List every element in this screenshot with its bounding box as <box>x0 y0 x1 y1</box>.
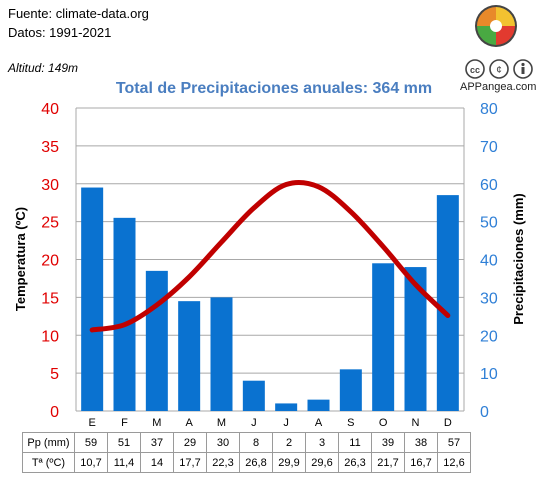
right-tick-label: 80 <box>480 101 498 118</box>
left-tick-label: 5 <box>50 366 59 383</box>
table-cell: 30 <box>206 432 240 453</box>
climate-chart: 0 5 10 15 20 25 30 35 40 0 10 20 30 40 50 60 70 80 E F M A M… <box>13 101 526 429</box>
left-axis-ticks: 0 5 10 15 20 25 30 35 40 <box>41 101 59 421</box>
table-cell: 29,9 <box>272 452 306 473</box>
bar <box>242 380 265 411</box>
bar <box>307 399 330 411</box>
left-tick-label: 30 <box>41 177 59 194</box>
x-tick-label: D <box>444 417 452 429</box>
table-cell: 2 <box>272 432 306 453</box>
x-tick-label: A <box>315 417 323 429</box>
chart-title: Total de Precipitaciones anuales: 364 mm <box>115 80 433 97</box>
table-cell: 21,7 <box>371 452 405 473</box>
table-cell: 3 <box>305 432 339 453</box>
site-label: APPangea.com <box>460 81 537 93</box>
table-cell: 16,7 <box>404 452 438 473</box>
left-tick-label: 20 <box>41 253 59 270</box>
x-tick-label: O <box>379 417 388 429</box>
table-row-precipitation: Pp (mm) 59 51 37 29 30 8 2 3 11 39 38 57 <box>22 432 471 453</box>
table-cell: 39 <box>371 432 405 453</box>
table-cell: 51 <box>107 432 141 453</box>
table-cell: 59 <box>74 432 108 453</box>
bar <box>436 195 459 411</box>
bar <box>339 369 362 411</box>
table-row-header: Pp (mm) <box>22 432 75 453</box>
right-tick-label: 70 <box>480 139 498 156</box>
right-tick-label: 10 <box>480 366 498 383</box>
bar <box>372 263 395 411</box>
appangea-logo-icon <box>475 5 517 47</box>
right-tick-label: 60 <box>480 177 498 194</box>
x-tick-label: E <box>88 417 95 429</box>
data-table: Pp (mm) 59 51 37 29 30 8 2 3 11 39 38 57 Tª (ºC) 10… <box>22 432 471 473</box>
source-label: Fuente: climate-data.org <box>8 6 149 21</box>
temperature-line <box>89 179 451 333</box>
right-tick-label: 20 <box>480 328 498 345</box>
table-cell: 12,6 <box>437 452 471 473</box>
bar <box>178 301 201 411</box>
right-tick-label: 0 <box>480 404 489 421</box>
x-tick-label: A <box>185 417 193 429</box>
svg-text:cc: cc <box>470 65 480 75</box>
table-cell: 11,4 <box>107 452 141 473</box>
x-tick-label: M <box>217 417 226 429</box>
creative-commons-icon: cc ¢ <box>465 59 533 79</box>
table-cell: 26,8 <box>239 452 273 473</box>
bar <box>275 403 298 411</box>
x-tick-label: J <box>283 417 289 429</box>
right-tick-label: 40 <box>480 253 498 270</box>
bar <box>210 297 233 411</box>
left-tick-label: 40 <box>41 101 59 118</box>
bar <box>81 187 104 411</box>
table-row-header: Tª (ºC) <box>22 452 75 473</box>
precipitation-bars <box>81 187 459 411</box>
table-cell: 22,3 <box>206 452 240 473</box>
left-tick-label: 35 <box>41 139 59 156</box>
x-tick-label: N <box>412 417 420 429</box>
table-cell: 8 <box>239 432 273 453</box>
svg-text:¢: ¢ <box>496 65 502 76</box>
left-tick-label: 10 <box>41 328 59 345</box>
left-axis-label: Temperatura (ºC) <box>13 207 28 311</box>
left-tick-label: 15 <box>41 290 59 307</box>
right-axis-label: Precipitaciones (mm) <box>511 193 526 325</box>
grid <box>75 107 465 412</box>
right-tick-label: 30 <box>480 290 498 307</box>
right-axis-ticks: 0 10 20 30 40 50 60 70 80 <box>480 101 498 421</box>
x-tick-label: F <box>121 417 128 429</box>
altitude-label: Altitud: 149m <box>8 61 79 75</box>
bar <box>404 267 427 411</box>
period-label: Datos: 1991-2021 <box>8 25 112 40</box>
bar <box>145 270 168 411</box>
x-tick-label: M <box>152 417 161 429</box>
table-cell: 10,7 <box>74 452 108 473</box>
table-cell: 17,7 <box>173 452 207 473</box>
left-tick-label: 0 <box>50 404 59 421</box>
table-row-temperature: Tª (ºC) 10,7 11,4 14 17,7 22,3 26,8 29,9 29,6 26… <box>22 452 471 473</box>
table-cell: 14 <box>140 452 174 473</box>
right-tick-label: 50 <box>480 215 498 232</box>
table-cell: 29 <box>173 432 207 453</box>
left-tick-label: 25 <box>41 215 59 232</box>
table-cell: 38 <box>404 432 438 453</box>
x-tick-label: S <box>347 417 354 429</box>
bar <box>113 217 136 411</box>
table-cell: 29,6 <box>305 452 339 473</box>
table-cell: 37 <box>140 432 174 453</box>
x-tick-label: J <box>251 417 257 429</box>
table-cell: 57 <box>437 432 471 453</box>
table-cell: 26,3 <box>338 452 372 473</box>
table-cell: 11 <box>338 432 372 453</box>
